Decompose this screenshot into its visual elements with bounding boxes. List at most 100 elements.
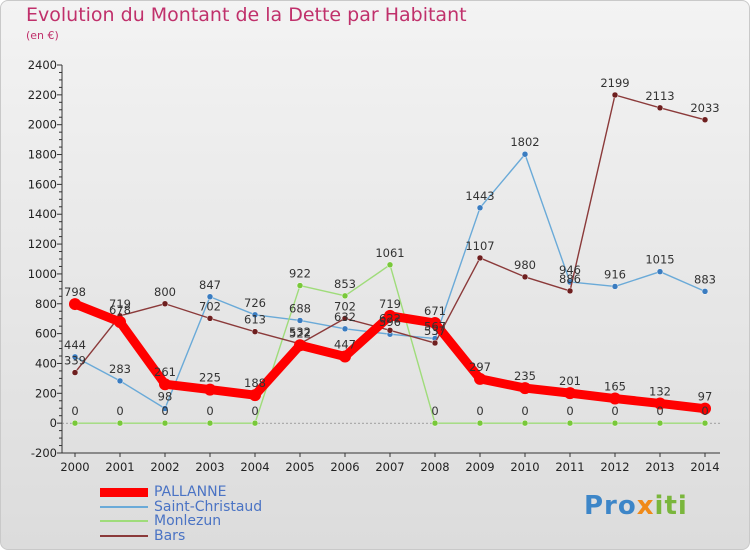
data-point <box>566 419 574 427</box>
data-label: 201 <box>559 374 581 388</box>
data-label: 0 <box>71 404 78 418</box>
data-label: 522 <box>289 326 311 340</box>
data-label: 97 <box>698 390 713 404</box>
data-point <box>204 383 216 396</box>
data-point <box>609 392 621 405</box>
legend-item: Bars <box>100 529 262 544</box>
data-label: 726 <box>244 296 266 310</box>
data-point <box>206 315 214 322</box>
logo-part-iti: iti <box>654 491 688 521</box>
data-point <box>656 419 664 427</box>
data-point <box>341 292 349 300</box>
data-label: 622 <box>379 311 401 325</box>
data-label: 688 <box>289 301 311 315</box>
data-point <box>294 339 306 352</box>
data-label: 532 <box>289 325 311 339</box>
x-tick-label: 2004 <box>240 460 269 474</box>
data-point <box>116 419 124 427</box>
x-tick-label: 2003 <box>195 460 224 474</box>
data-point <box>206 293 214 301</box>
data-label: 1443 <box>465 189 494 203</box>
proxiti-logo: Proxiti <box>584 491 688 521</box>
data-label: 444 <box>64 338 86 352</box>
data-point <box>251 328 259 335</box>
data-point <box>114 315 126 328</box>
y-tick-label: 2000 <box>28 118 57 132</box>
data-label: 2113 <box>645 89 674 103</box>
data-point <box>251 419 259 427</box>
y-tick-label: 800 <box>35 297 57 311</box>
data-label: 0 <box>476 404 483 418</box>
data-point <box>476 419 484 427</box>
data-point <box>519 382 531 395</box>
data-point <box>611 419 619 427</box>
legend-label: Monlezun <box>154 513 222 530</box>
y-tick-label: -200 <box>31 446 57 460</box>
data-point <box>521 273 529 281</box>
x-tick-label: 2011 <box>555 460 584 474</box>
data-point <box>656 104 664 112</box>
data-label: 2199 <box>600 76 629 90</box>
data-point <box>206 419 214 427</box>
chart-title: Evolution du Montant de la Dette par Hab… <box>26 4 467 26</box>
data-point <box>386 261 394 269</box>
legend-item: Saint-Christaud <box>100 500 262 515</box>
data-point <box>566 287 574 295</box>
data-label: 886 <box>559 272 581 286</box>
data-label: 188 <box>244 376 266 390</box>
x-tick-label: 2012 <box>600 460 629 474</box>
data-label: 0 <box>701 404 708 418</box>
x-tick-label: 2007 <box>375 460 404 474</box>
data-point <box>521 150 529 158</box>
y-tick-label: 200 <box>35 386 57 400</box>
data-label: 537 <box>424 324 446 338</box>
data-point <box>161 405 169 412</box>
y-tick-label: 1800 <box>28 148 57 162</box>
data-label: 1802 <box>510 135 539 149</box>
data-label: 702 <box>334 299 356 313</box>
legend-swatch <box>100 505 148 508</box>
data-point <box>386 327 394 334</box>
data-label: 0 <box>611 404 618 418</box>
data-label: 596 <box>379 315 401 329</box>
legend-label: Bars <box>154 527 186 544</box>
data-label: 0 <box>431 404 438 418</box>
data-label: 567 <box>424 320 446 334</box>
x-tick-label: 2000 <box>60 460 89 474</box>
legend-swatch <box>100 534 148 537</box>
data-point <box>296 282 304 289</box>
data-point <box>564 387 576 400</box>
legend-label: Saint-Christaud <box>154 498 263 515</box>
y-tick-label: 600 <box>35 327 57 341</box>
data-point <box>474 372 486 385</box>
data-point <box>161 419 169 427</box>
data-point <box>159 378 171 391</box>
data-point <box>341 315 349 322</box>
data-label: 0 <box>656 404 663 418</box>
data-point <box>431 339 439 347</box>
data-label: 798 <box>64 285 86 299</box>
data-label: 922 <box>289 267 311 281</box>
chart-subtitle: (en €) <box>26 29 59 42</box>
data-label: 847 <box>199 278 221 292</box>
x-tick-label: 2009 <box>465 460 494 474</box>
data-label: 283 <box>109 362 131 376</box>
data-label: 883 <box>694 272 716 286</box>
y-tick-label: 2400 <box>28 58 57 72</box>
data-point <box>476 254 484 262</box>
data-label: 1107 <box>465 239 494 253</box>
data-point <box>431 419 439 427</box>
data-point <box>701 288 709 295</box>
data-label: 632 <box>334 310 356 324</box>
x-tick-label: 2008 <box>420 460 449 474</box>
data-point <box>249 389 261 402</box>
data-label: 678 <box>109 303 131 317</box>
y-tick-label: 1200 <box>28 237 57 251</box>
x-tick-label: 2010 <box>510 460 539 474</box>
data-label: 132 <box>649 384 671 398</box>
data-label: 671 <box>424 304 446 318</box>
data-point <box>71 353 79 361</box>
data-point <box>116 377 124 385</box>
data-point <box>429 317 441 330</box>
legend-item: Monlezun <box>100 514 262 529</box>
